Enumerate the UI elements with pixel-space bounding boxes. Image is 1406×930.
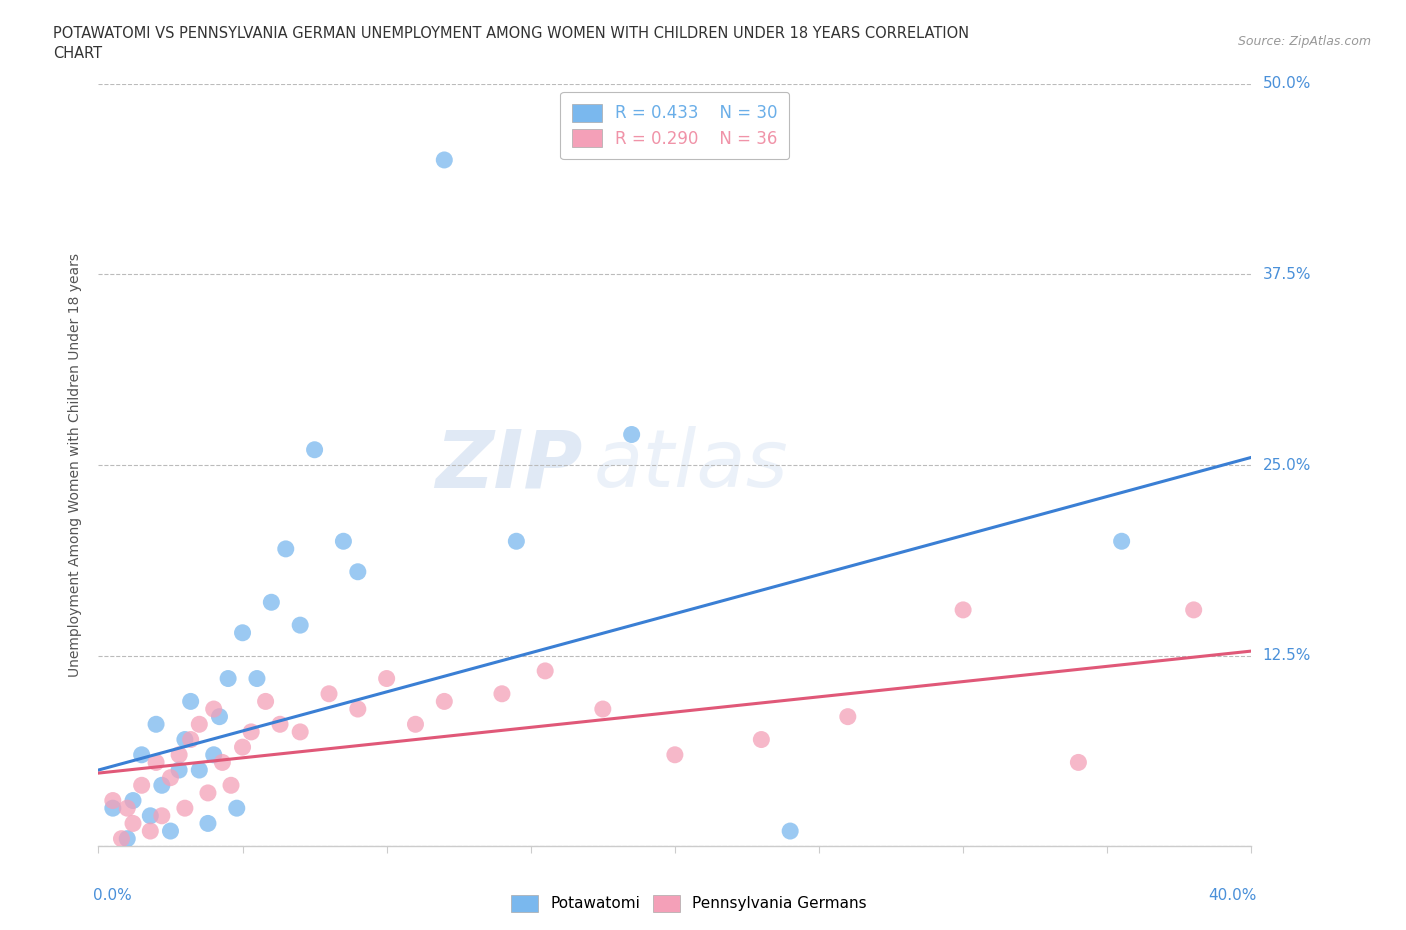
Point <box>231 625 254 640</box>
Point <box>290 618 312 632</box>
Point <box>240 724 263 739</box>
Point <box>952 603 974 618</box>
Point <box>620 427 643 442</box>
Legend: R = 0.433    N = 30, R = 0.290    N = 36: R = 0.433 N = 30, R = 0.290 N = 36 <box>561 92 789 159</box>
Point <box>534 663 557 678</box>
Point <box>225 801 247 816</box>
Point <box>433 694 456 709</box>
Text: 37.5%: 37.5% <box>1263 267 1310 282</box>
Point <box>197 786 219 801</box>
Text: 40.0%: 40.0% <box>1209 888 1257 903</box>
Text: 12.5%: 12.5% <box>1263 648 1310 663</box>
Point <box>188 763 211 777</box>
Text: 25.0%: 25.0% <box>1263 458 1310 472</box>
Point <box>260 595 283 610</box>
Point <box>592 701 614 716</box>
Y-axis label: Unemployment Among Women with Children Under 18 years: Unemployment Among Women with Children U… <box>69 253 83 677</box>
Text: ZIP: ZIP <box>436 426 582 504</box>
Point <box>167 763 190 777</box>
Point <box>139 824 162 839</box>
Point <box>131 748 153 763</box>
Point <box>208 710 231 724</box>
Point <box>505 534 527 549</box>
Point <box>150 777 173 792</box>
Point <box>375 671 398 686</box>
Point <box>188 717 211 732</box>
Point <box>433 153 456 167</box>
Point <box>202 748 225 763</box>
Point <box>122 793 145 808</box>
Point <box>405 717 427 732</box>
Point <box>122 816 145 830</box>
Text: 0.0%: 0.0% <box>93 888 131 903</box>
Text: atlas: atlas <box>595 426 789 504</box>
Point <box>332 534 354 549</box>
Legend: Potawatomi, Pennsylvania Germans: Potawatomi, Pennsylvania Germans <box>505 889 873 918</box>
Text: 50.0%: 50.0% <box>1263 76 1310 91</box>
Point <box>231 739 254 754</box>
Point <box>1111 534 1133 549</box>
Point <box>1182 603 1205 618</box>
Point <box>101 793 124 808</box>
Point <box>180 732 202 747</box>
Point <box>219 777 242 792</box>
Point <box>159 824 181 839</box>
Point <box>318 686 340 701</box>
Point <box>664 748 686 763</box>
Point <box>197 816 219 830</box>
Point <box>274 541 297 556</box>
Point <box>159 770 181 785</box>
Point <box>254 694 277 709</box>
Point <box>290 724 312 739</box>
Point <box>167 748 190 763</box>
Point <box>174 732 197 747</box>
Point <box>211 755 233 770</box>
Point <box>174 801 197 816</box>
Text: Source: ZipAtlas.com: Source: ZipAtlas.com <box>1237 35 1371 48</box>
Text: POTAWATOMI VS PENNSYLVANIA GERMAN UNEMPLOYMENT AMONG WOMEN WITH CHILDREN UNDER 1: POTAWATOMI VS PENNSYLVANIA GERMAN UNEMPL… <box>53 26 970 41</box>
Text: CHART: CHART <box>53 46 103 61</box>
Point <box>346 565 368 579</box>
Point <box>145 717 167 732</box>
Point <box>117 831 138 846</box>
Point <box>751 732 773 747</box>
Point <box>131 777 153 792</box>
Point <box>346 701 368 716</box>
Point <box>180 694 202 709</box>
Point <box>139 808 162 823</box>
Point <box>1067 755 1090 770</box>
Point <box>217 671 239 686</box>
Point <box>246 671 269 686</box>
Point <box>269 717 291 732</box>
Point <box>304 443 326 458</box>
Point <box>837 710 859 724</box>
Point <box>145 755 167 770</box>
Point <box>101 801 124 816</box>
Point <box>779 824 801 839</box>
Point <box>117 801 138 816</box>
Point <box>150 808 173 823</box>
Point <box>202 701 225 716</box>
Point <box>110 831 132 846</box>
Point <box>491 686 513 701</box>
